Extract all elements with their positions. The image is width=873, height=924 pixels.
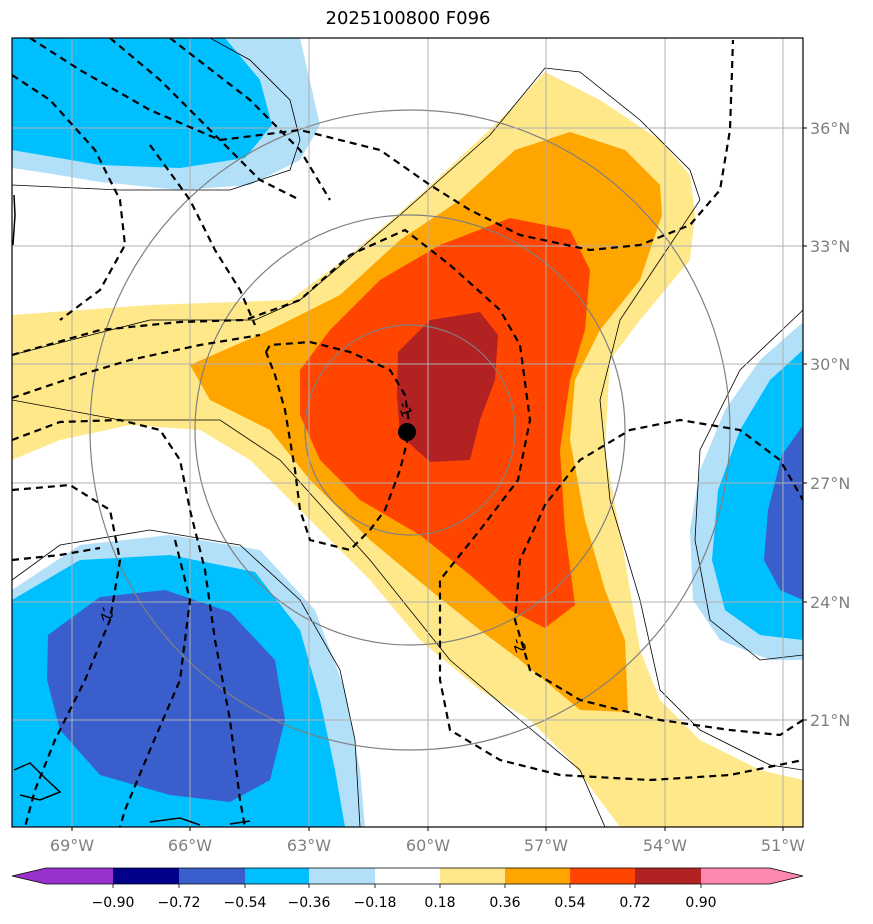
coastlines — [12, 194, 251, 826]
colorbar-tick-label: −0.54 — [224, 895, 267, 911]
colorbar-tick-label: −0.72 — [158, 895, 201, 911]
colorbar-segment — [245, 868, 309, 884]
contour-label-1: -1 — [394, 400, 416, 420]
nw-moderate-negative-fill — [12, 38, 272, 168]
colorbar-segment — [375, 868, 440, 884]
longitude-labels: 69°W 66°W 63°W 60°W 57°W 54°W 51°W — [50, 836, 805, 855]
latitude-labels: 36°N 33°N 30°N 27°N 24°N 21°N — [810, 119, 850, 730]
contour-label-3: -2 — [508, 636, 530, 656]
colorbar-segment — [309, 868, 375, 884]
storm-center-marker — [398, 423, 416, 441]
grid-lines — [12, 38, 803, 827]
colorbar-tick-label: 0.72 — [619, 895, 650, 911]
lon-label: 69°W — [50, 836, 94, 855]
colorbar-extend-low — [12, 868, 46, 884]
colorbar-segment — [113, 868, 179, 884]
range-rings — [89, 109, 731, 751]
colorbar-segment — [505, 868, 570, 884]
colorbar-segment — [179, 868, 245, 884]
lon-label: 66°W — [168, 836, 212, 855]
colorbar-segment — [635, 868, 701, 884]
colorbar-extend-high — [770, 868, 803, 884]
colorbar-segment — [570, 868, 635, 884]
lon-label: 63°W — [287, 836, 331, 855]
lat-label: 33°N — [810, 237, 850, 256]
lat-label: 24°N — [810, 593, 850, 612]
lon-label: 51°W — [761, 836, 805, 855]
lat-label: 36°N — [810, 119, 850, 138]
colorbar-segment — [440, 868, 505, 884]
negative-anomaly-southwest — [12, 535, 365, 827]
map-title: 2025100800 F096 — [325, 8, 491, 29]
colorbar-segment — [46, 868, 113, 884]
colorbar: −0.90 −0.72 −0.54 −0.36 −0.18 0.18 0.36 … — [11, 867, 804, 911]
lat-label: 27°N — [810, 474, 850, 493]
lat-label: 21°N — [810, 711, 850, 730]
map-plot-area: -1 -2 -2 — [12, 38, 803, 827]
colorbar-segment — [701, 868, 770, 884]
colorbar-tick-label: 0.36 — [489, 895, 520, 911]
colorbar-tick-label: −0.36 — [288, 895, 331, 911]
negative-anomaly-east — [690, 322, 803, 660]
colorbar-tick-label: 0.90 — [685, 895, 716, 911]
colorbar-tick-label: 0.18 — [424, 895, 455, 911]
lon-label: 57°W — [524, 836, 568, 855]
max-positive-fill — [397, 312, 498, 462]
dashed-contours — [12, 38, 803, 827]
colorbar-tick-label: −0.90 — [92, 895, 135, 911]
sw-strong-negative-fill — [47, 590, 285, 802]
contour-label-2: -2 — [95, 604, 117, 624]
negative-anomaly-northwest — [12, 38, 320, 190]
colorbar-tick-label: −0.18 — [354, 895, 397, 911]
positive-anomaly-field — [12, 72, 803, 827]
colorbar-outline — [11, 867, 804, 885]
lat-label: 30°N — [810, 355, 850, 374]
lon-label: 60°W — [406, 836, 450, 855]
outer-contour-lines — [12, 38, 803, 827]
lon-label: 54°W — [643, 836, 687, 855]
tick-marks — [71, 127, 807, 831]
colorbar-tick-label: 0.54 — [554, 895, 585, 911]
plot-border — [11, 37, 804, 828]
